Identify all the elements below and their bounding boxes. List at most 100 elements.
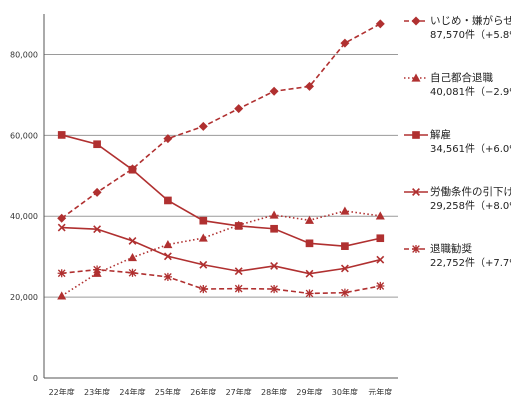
data-point — [411, 16, 421, 26]
series-line — [61, 23, 381, 219]
data-point — [305, 289, 314, 298]
data-point — [269, 86, 279, 96]
series-lines — [57, 19, 385, 300]
data-point — [199, 216, 208, 225]
legend-item-harassment: いじめ・嫌がらせ 87,570件（+5.8%） — [404, 14, 511, 71]
data-point — [163, 272, 172, 281]
x-tick-label: 24年度 — [119, 387, 145, 395]
y-tick-label: 20,000 — [10, 293, 38, 302]
legend-item-dismissal: 解雇 34,561件（+6.0%） — [404, 128, 511, 185]
data-point — [305, 269, 314, 278]
x-tick-label: 28年度 — [261, 387, 287, 395]
grid-lines — [44, 53, 398, 298]
series-asterisk — [57, 265, 385, 298]
data-point — [376, 234, 385, 243]
legend-swatch-diamond-icon — [404, 16, 428, 26]
legend-series-value: 29,258件（+8.0%） — [430, 201, 511, 212]
data-point — [57, 291, 67, 300]
data-point — [234, 104, 244, 114]
legend: いじめ・嫌がらせ 87,570件（+5.8%） 自己都合退職 40,081件（−… — [404, 14, 511, 299]
data-point — [92, 187, 102, 197]
series-line — [61, 210, 381, 297]
data-point — [234, 267, 243, 276]
data-point — [57, 131, 66, 139]
y-tick-label: 80,000 — [10, 50, 38, 59]
y-tick-labels: 0 20,000 40,000 60,000 80,000 — [10, 50, 38, 383]
data-point — [305, 239, 314, 248]
data-point — [340, 206, 350, 215]
data-point — [199, 260, 208, 269]
data-point — [198, 233, 208, 242]
legend-series-name: 自己都合退職 — [430, 72, 493, 84]
data-point — [164, 196, 172, 205]
data-point — [128, 236, 137, 245]
data-point — [128, 268, 137, 277]
legend-series-name: いじめ・嫌がらせ — [430, 15, 511, 27]
data-point — [93, 225, 102, 234]
data-point — [376, 255, 385, 264]
axes — [43, 14, 398, 379]
legend-swatch-square-icon — [404, 131, 428, 139]
legend-series-value: 87,570件（+5.8%） — [430, 30, 511, 41]
legend-series-value: 22,752件（+7.7%） — [430, 258, 511, 269]
data-point — [270, 262, 279, 270]
y-tick-label: 60,000 — [10, 131, 38, 140]
data-point — [234, 284, 243, 293]
data-point — [128, 165, 137, 174]
x-tick-label: 22年度 — [49, 387, 75, 395]
series-line — [61, 268, 381, 295]
data-point — [128, 252, 137, 262]
data-point — [163, 252, 172, 261]
data-point — [269, 210, 279, 219]
data-point — [57, 269, 66, 278]
legend-item-working-conditions: 労働条件の引下げ 29,258件（+8.0%） — [404, 185, 511, 242]
legend-series-value: 40,081件（−2.9%） — [430, 87, 511, 98]
legend-series-name: 労働条件の引下げ — [430, 186, 511, 198]
data-point — [340, 264, 349, 273]
data-point — [340, 288, 349, 297]
data-point — [199, 284, 208, 294]
legend-swatch-asterisk-icon — [404, 244, 428, 254]
legend-series-value: 34,561件（+6.0%） — [430, 144, 511, 155]
legend-swatch-triangle-icon — [404, 73, 428, 82]
data-point — [57, 213, 67, 223]
data-point — [340, 38, 350, 48]
data-point — [234, 222, 243, 230]
data-point — [376, 281, 385, 291]
x-tick-label: 27年度 — [226, 387, 252, 395]
x-tick-label: 29年度 — [296, 387, 322, 395]
legend-item-retirement-encouragement: 退職勧奨 22,752件（+7.7%） — [404, 242, 511, 299]
y-tick-label: 40,000 — [10, 212, 38, 221]
data-point — [198, 121, 208, 131]
data-point — [305, 215, 314, 224]
series-triangle — [57, 206, 385, 300]
legend-swatch-x-icon — [404, 188, 428, 196]
data-point — [163, 240, 173, 249]
legend-series-name: 退職勧奨 — [430, 243, 472, 255]
data-point — [375, 19, 385, 29]
data-point — [163, 134, 173, 144]
x-tick-label: 25年度 — [155, 387, 181, 395]
data-point — [270, 224, 278, 233]
series-square — [57, 131, 385, 250]
data-point — [411, 244, 421, 254]
data-point — [411, 73, 421, 82]
data-point — [270, 284, 279, 294]
x-tick-label: 26年度 — [190, 387, 216, 395]
series-x — [57, 223, 385, 278]
x-tick-label: 23年度 — [84, 387, 110, 395]
data-point — [412, 131, 420, 139]
x-tick-labels: 22年度 23年度 24年度 25年度 26年度 27年度 28年度 29年度 30年度 元年度 — [49, 387, 393, 395]
series-line — [61, 226, 381, 275]
legend-item-voluntary-resignation: 自己都合退職 40,081件（−2.9%） — [404, 71, 511, 128]
series-diamond — [57, 19, 385, 223]
x-tick-label: 30年度 — [332, 387, 358, 395]
data-point — [341, 242, 349, 250]
series-line — [61, 134, 381, 247]
data-point — [412, 188, 420, 196]
data-point — [93, 265, 102, 274]
data-point — [375, 211, 385, 220]
data-point — [93, 140, 101, 149]
data-point — [305, 81, 314, 91]
